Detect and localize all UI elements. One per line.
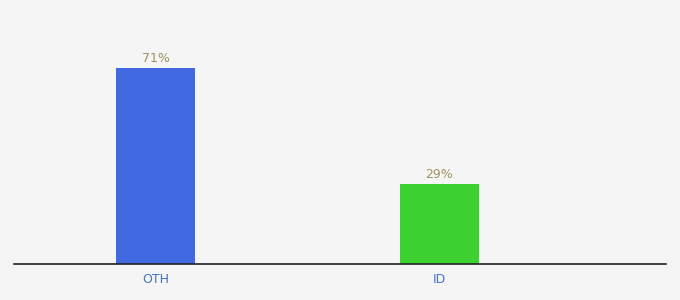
Text: 29%: 29% [426,168,453,181]
Bar [116,68,195,264]
Bar [400,184,479,264]
Text: 71%: 71% [141,52,169,64]
